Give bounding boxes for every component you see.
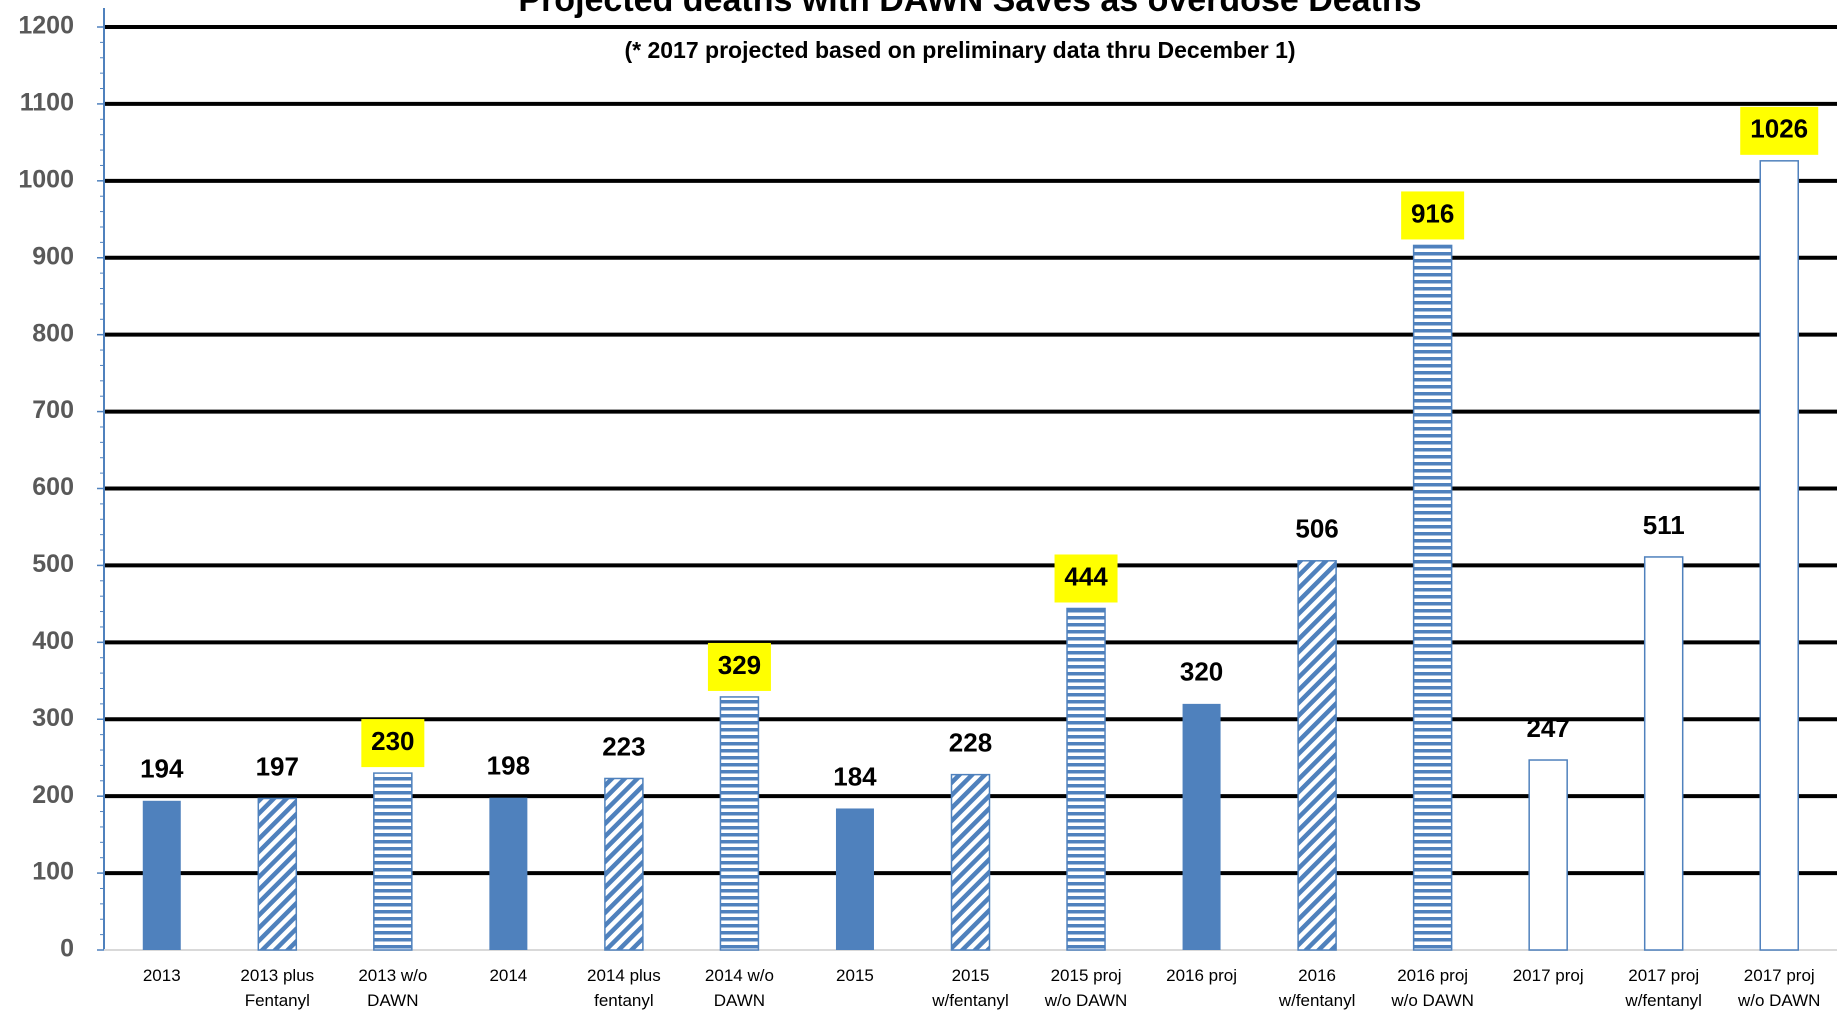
bar xyxy=(257,797,298,951)
y-tick-label: 600 xyxy=(32,473,74,501)
bar xyxy=(950,773,991,951)
value-label: 247 xyxy=(1526,713,1569,743)
x-tick-label: 2017 proj xyxy=(1513,966,1584,985)
bar xyxy=(1643,556,1684,951)
value-label: 1026 xyxy=(1750,114,1808,144)
y-tick-label: 200 xyxy=(32,781,74,809)
bar xyxy=(489,797,528,950)
bar xyxy=(719,696,760,951)
value-label: 228 xyxy=(949,728,992,758)
value-label-highlight xyxy=(1740,106,1819,155)
y-tick-label: 1000 xyxy=(18,165,74,193)
x-tick-label: 2014 xyxy=(489,966,527,985)
value-label: 230 xyxy=(371,726,414,756)
bar xyxy=(1066,607,1106,951)
value-label: 194 xyxy=(140,754,184,784)
value-label-highlight xyxy=(361,719,425,768)
x-tick-label: 2013 w/o DAWN xyxy=(358,966,427,1010)
bar xyxy=(142,800,181,950)
bar xyxy=(1759,160,1799,951)
y-tick-label: 700 xyxy=(32,396,74,424)
value-label: 320 xyxy=(1180,657,1223,687)
bar xyxy=(1412,244,1453,951)
value-label: 511 xyxy=(1643,510,1685,540)
x-tick-label: 2017 proj w/fentanyl xyxy=(1624,966,1702,1010)
chart-subtitle: (* 2017 projected based on preliminary d… xyxy=(624,37,1295,63)
x-tick-label: 2016 proj w/o DAWN xyxy=(1390,966,1474,1010)
x-tick-label: 2014 plus fentanyl xyxy=(587,966,661,1010)
value-label: 444 xyxy=(1064,561,1108,591)
value-label-highlight xyxy=(1401,191,1465,240)
bar xyxy=(604,777,644,951)
bar xyxy=(1297,560,1337,951)
value-label: 916 xyxy=(1411,198,1454,228)
x-tick-label: 2016 proj xyxy=(1166,966,1237,985)
chart-title: Projected deaths with DAWN Saves as over… xyxy=(518,0,1421,19)
y-tick-label: 0 xyxy=(60,935,74,963)
y-tick-label: 100 xyxy=(32,858,74,886)
x-tick-label: 2015 proj w/o DAWN xyxy=(1044,966,1128,1010)
value-label: 223 xyxy=(602,731,645,761)
x-tick-label: 2014 w/o DAWN xyxy=(705,966,774,1010)
y-tick-label: 400 xyxy=(32,627,74,655)
y-tick-label: 800 xyxy=(32,319,74,347)
value-label: 506 xyxy=(1295,514,1338,544)
y-tick-label: 900 xyxy=(32,242,74,270)
x-tick-label: 2013 xyxy=(143,966,181,985)
value-label-highlight xyxy=(707,642,771,691)
bar xyxy=(1182,703,1221,950)
value-label: 184 xyxy=(833,761,877,791)
bar xyxy=(1528,759,1568,951)
x-tick-label: 2016 w/fentanyl xyxy=(1278,966,1356,1010)
value-label: 329 xyxy=(718,650,761,680)
y-tick-label: 300 xyxy=(32,704,74,732)
bar xyxy=(835,808,874,950)
y-tick-label: 1100 xyxy=(20,89,74,117)
value-label-highlight xyxy=(1054,554,1118,603)
x-tick-label: 2015 xyxy=(836,966,874,985)
x-tick-label: 2015 w/fentanyl xyxy=(931,966,1009,1010)
x-tick-label: 2017 proj w/o DAWN xyxy=(1737,966,1821,1010)
x-tick-label: 2013 plus Fentanyl xyxy=(240,966,314,1010)
value-label: 197 xyxy=(256,751,299,781)
y-tick-label: 500 xyxy=(32,550,74,578)
value-label: 198 xyxy=(487,751,530,781)
y-tick-label: 1200 xyxy=(18,12,74,40)
bar xyxy=(373,772,413,951)
